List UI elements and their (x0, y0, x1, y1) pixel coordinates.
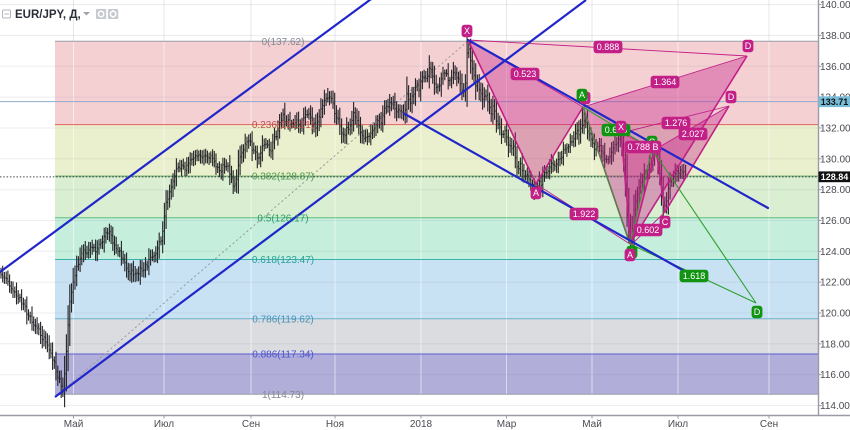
svg-text:0.382(128.87): 0.382(128.87) (252, 172, 314, 183)
svg-text:0.602: 0.602 (637, 225, 660, 235)
svg-text:132.00: 132.00 (820, 124, 850, 135)
svg-text:116.00: 116.00 (820, 370, 850, 381)
svg-text:118.00: 118.00 (820, 339, 850, 350)
svg-text:Май: Май (582, 419, 602, 430)
svg-text:1.922: 1.922 (573, 209, 596, 219)
svg-text:A: A (627, 250, 633, 260)
svg-text:128.00: 128.00 (820, 185, 850, 196)
svg-text:Ноя: Ноя (326, 419, 344, 430)
svg-text:0.5(126.17): 0.5(126.17) (257, 213, 308, 224)
svg-text:1.276: 1.276 (665, 118, 688, 128)
svg-text:D: D (728, 92, 735, 102)
svg-text:1.618: 1.618 (683, 271, 706, 281)
svg-text:A: A (533, 188, 539, 198)
svg-text:138.00: 138.00 (820, 31, 850, 42)
svg-text:X: X (618, 122, 624, 132)
svg-text:128.84: 128.84 (821, 172, 849, 182)
svg-text:0.888: 0.888 (597, 42, 620, 52)
svg-text:1(114.73): 1(114.73) (262, 390, 304, 401)
svg-text:A: A (579, 90, 585, 100)
svg-text:124.00: 124.00 (820, 247, 850, 258)
svg-text:2018: 2018 (410, 419, 433, 430)
svg-text:0.523: 0.523 (514, 69, 537, 79)
svg-text:Сен: Сен (760, 419, 778, 430)
svg-text:D: D (754, 307, 761, 317)
svg-text:C: C (662, 217, 669, 227)
svg-text:0(137.62): 0(137.62) (262, 37, 305, 48)
svg-text:0.788 B: 0.788 B (627, 142, 658, 152)
svg-text:120.00: 120.00 (820, 309, 850, 320)
svg-text:X: X (464, 26, 470, 36)
svg-text:114.00: 114.00 (820, 401, 850, 412)
svg-text:122.00: 122.00 (820, 278, 850, 289)
svg-text:0.236(132.21): 0.236(132.21) (252, 120, 314, 131)
svg-text:140.00: 140.00 (820, 0, 850, 11)
svg-text:126.00: 126.00 (820, 216, 850, 227)
svg-text:130.00: 130.00 (820, 154, 850, 165)
svg-text:D: D (745, 41, 752, 51)
svg-text:0.786(119.62): 0.786(119.62) (252, 314, 314, 325)
svg-text:Мар: Мар (497, 419, 517, 430)
svg-text:136.00: 136.00 (820, 62, 850, 73)
svg-text:Июл: Июл (154, 419, 174, 430)
svg-text:0.618(123.47): 0.618(123.47) (252, 255, 314, 266)
svg-text:0.886(117.34): 0.886(117.34) (252, 350, 314, 361)
svg-text:Май: Май (64, 419, 84, 430)
svg-text:2.027: 2.027 (682, 129, 705, 139)
svg-text:1.364: 1.364 (654, 77, 677, 87)
svg-text:EUR/JPY, Д,: EUR/JPY, Д, (15, 9, 81, 21)
svg-text:Сен: Сен (242, 419, 260, 430)
svg-text:Июл: Июл (668, 419, 688, 430)
svg-text:133.71: 133.71 (821, 97, 849, 107)
